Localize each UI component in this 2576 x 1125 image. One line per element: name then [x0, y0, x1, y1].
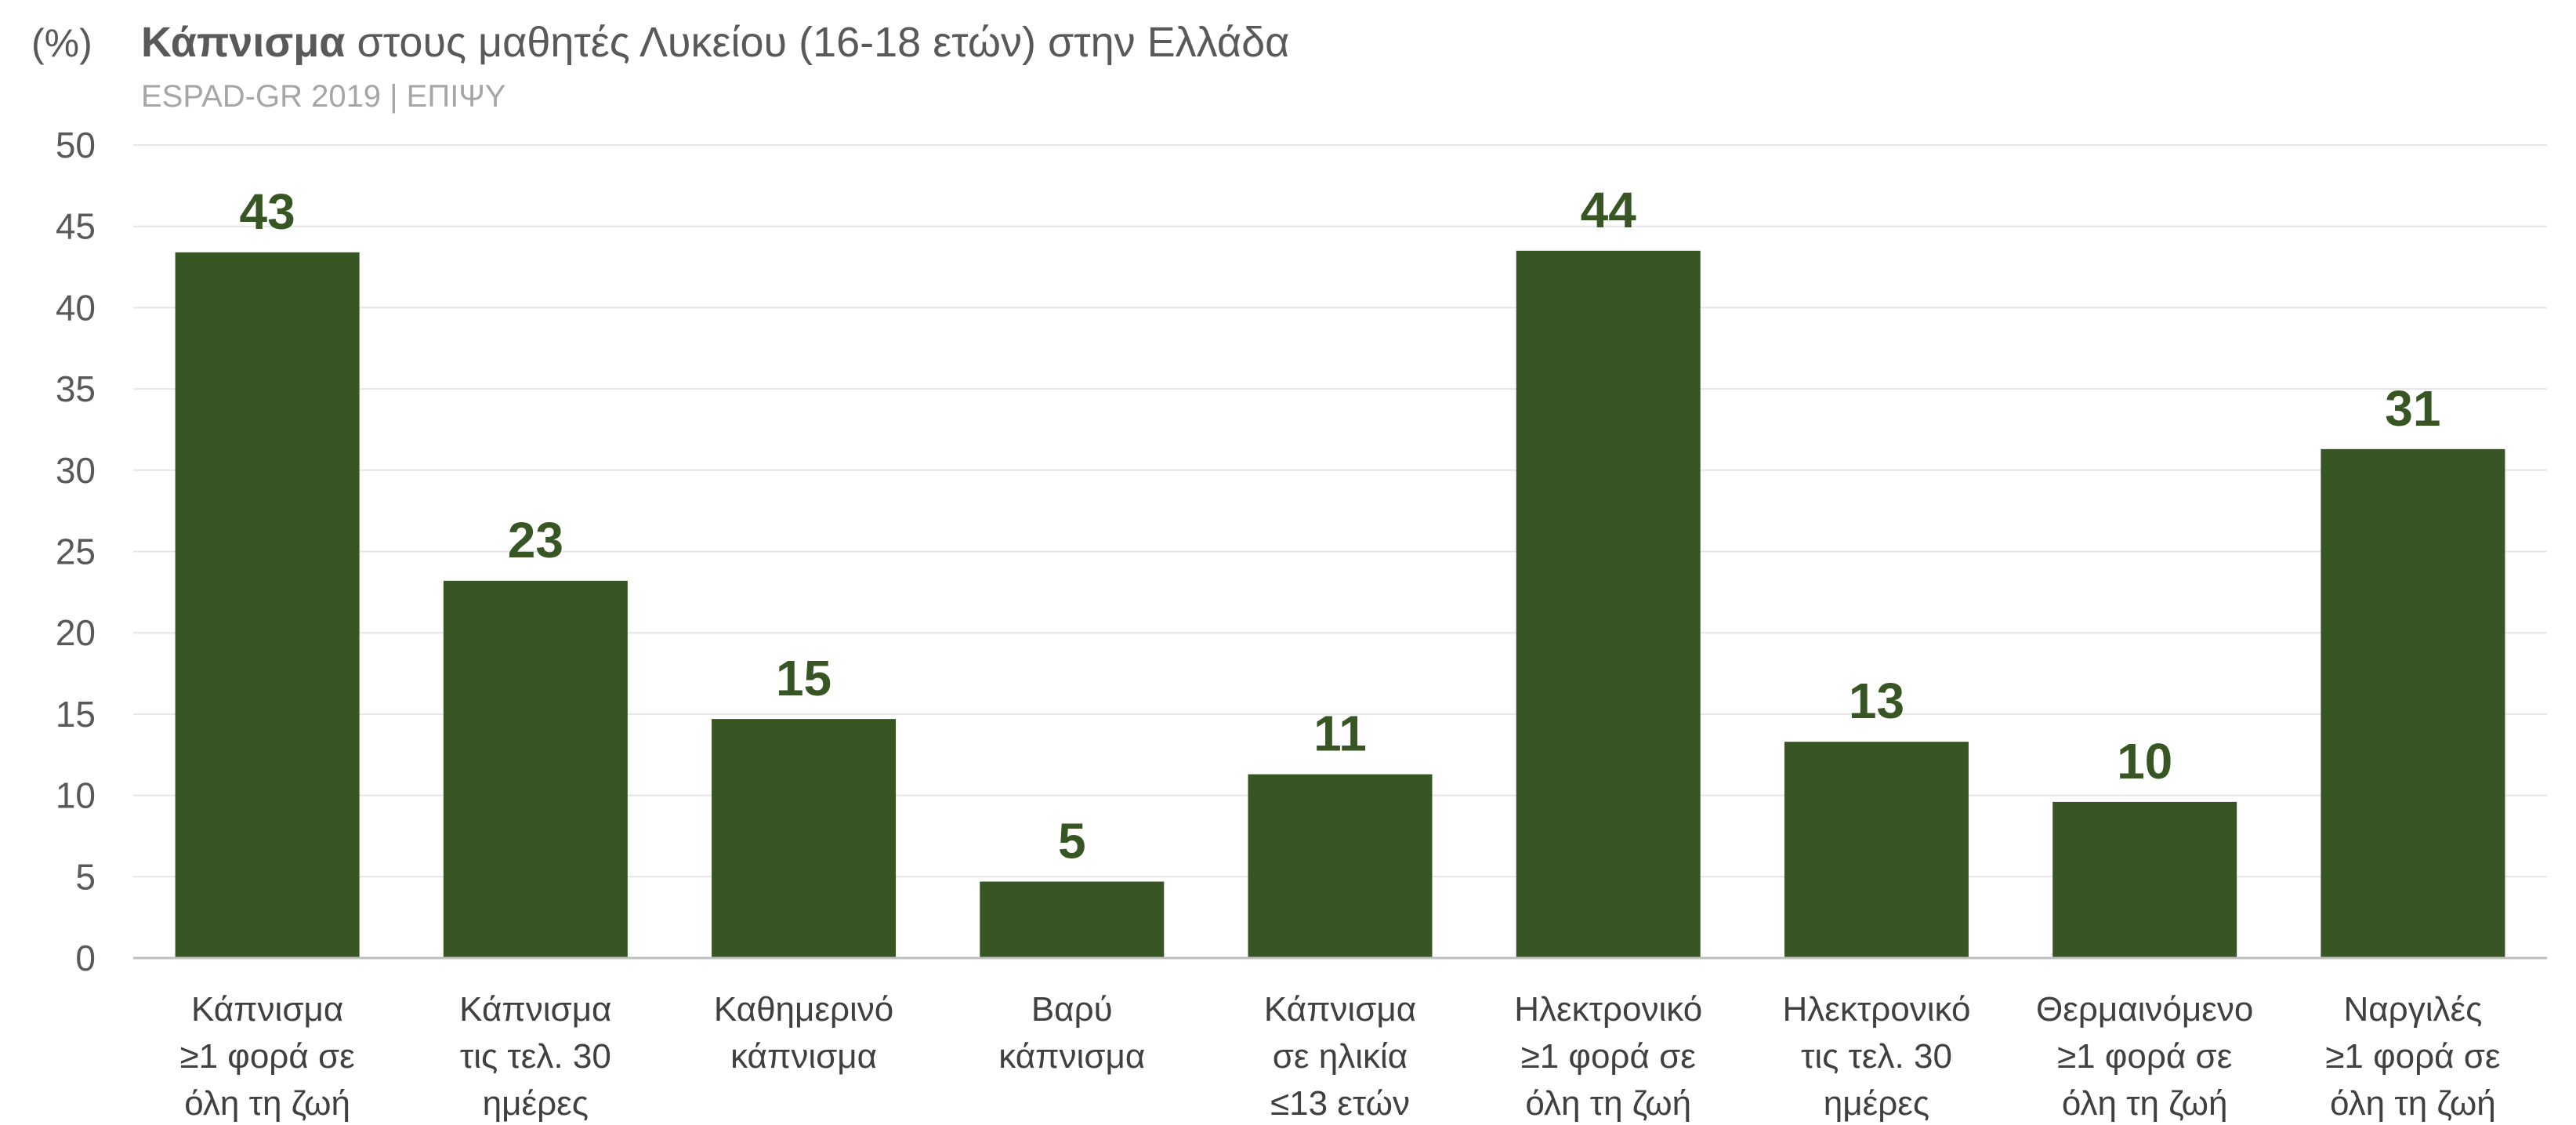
- bar-value-label: 10: [2117, 733, 2172, 789]
- y-tick-label: 50: [56, 125, 96, 165]
- bar: [1248, 774, 1433, 958]
- category-label: Θερμαινόμενο ≥1 φορά σε όλη τη ζωή: [2036, 990, 2253, 1123]
- category-label-line: τις τελ. 30: [460, 1037, 611, 1076]
- category-label-line: ημέρες: [483, 1084, 589, 1123]
- y-axis-ticks: 0 5 10 15 20 25 30 35 40 45 50: [56, 125, 96, 978]
- bar-value-label: 13: [1849, 673, 1904, 729]
- category-label-line: ≥1 φορά σε: [2057, 1037, 2232, 1076]
- bar: [2321, 448, 2505, 958]
- bar-value-label: 44: [1581, 182, 1637, 238]
- data-labels: 43 23 15 5 11 44 13 10 31: [240, 182, 2441, 869]
- y-tick-label: 10: [56, 775, 96, 816]
- y-tick-label: 35: [56, 368, 96, 409]
- y-tick-label: 20: [56, 612, 96, 653]
- category-label: Κάπνισμα τις τελ. 30 ημέρες: [459, 990, 611, 1123]
- category-label-line: σε ηλικία: [1273, 1037, 1408, 1076]
- chart-subtitle: ESPAD-GR 2019 | ΕΠΙΨΥ: [141, 79, 505, 114]
- bar-value-label: 43: [240, 183, 295, 240]
- category-label-line: τις τελ. 30: [1801, 1037, 1952, 1076]
- bar-value-label: 15: [776, 650, 831, 706]
- category-label-line: όλη τη ζωή: [2330, 1084, 2496, 1123]
- category-label-line: Κάπνισμα: [459, 990, 611, 1029]
- bar: [175, 252, 360, 958]
- bar: [1516, 250, 1701, 958]
- category-label-line: ≥1 φορά σε: [1521, 1037, 1696, 1076]
- bar: [443, 580, 628, 958]
- bar-value-label: 11: [1313, 706, 1367, 762]
- y-tick-label: 45: [56, 206, 96, 247]
- y-tick-label: 5: [75, 856, 96, 897]
- category-label-line: όλη τη ζωή: [2062, 1084, 2228, 1123]
- bar: [1784, 742, 1969, 958]
- bar-value-label: 23: [508, 512, 563, 568]
- x-axis-categories: Κάπνισμα ≥1 φορά σε όλη τη ζωή Κάπνισμα τις …: [179, 990, 2500, 1123]
- category-label: Κάπνισμα σε ηλικία ≤13 ετών: [1264, 990, 1416, 1123]
- y-tick-label: 0: [75, 938, 96, 978]
- category-label-line: Κάπνισμα: [1264, 990, 1416, 1029]
- category-label-line: όλη τη ζωή: [184, 1084, 350, 1123]
- y-tick-label: 40: [56, 287, 96, 328]
- bar: [980, 881, 1165, 958]
- unit-label: (%): [31, 21, 92, 65]
- chart-title-bold: Κάπνισμα: [141, 19, 346, 66]
- category-label: Ηλεκτρονικό τις τελ. 30 ημέρες: [1782, 990, 1970, 1123]
- category-label: Ηλεκτρονικό ≥1 φορά σε όλη τη ζωή: [1514, 990, 1702, 1123]
- y-tick-label: 15: [56, 694, 96, 735]
- category-label-line: ημέρες: [1824, 1084, 1929, 1123]
- y-tick-label: 25: [56, 532, 96, 572]
- category-label: Βαρύ κάπνισμα: [998, 990, 1145, 1076]
- category-label-line: όλη τη ζωή: [1525, 1084, 1691, 1123]
- chart-title: Κάπνισμα στους μαθητές Λυκείου (16-18 ετ…: [141, 19, 1289, 66]
- category-label-line: ≥1 φορά σε: [2325, 1037, 2500, 1076]
- chart-title-rest: στους μαθητές Λυκείου (16-18 ετών) στην …: [346, 19, 1290, 66]
- category-label-line: Κάπνισμα: [191, 990, 343, 1029]
- category-label-line: κάπνισμα: [998, 1037, 1145, 1076]
- category-label-line: Ηλεκτρονικό: [1782, 990, 1970, 1029]
- category-label-line: ≥1 φορά σε: [179, 1037, 354, 1076]
- bar: [712, 719, 897, 958]
- category-label: Κάπνισμα ≥1 φορά σε όλη τη ζωή: [179, 990, 354, 1123]
- category-label: Καθημερινό κάπνισμα: [714, 990, 893, 1076]
- bar-value-label: 5: [1058, 813, 1086, 869]
- category-label-line: ≤13 ετών: [1270, 1084, 1410, 1123]
- category-label-line: Βαρύ: [1031, 990, 1113, 1029]
- category-label-line: Ηλεκτρονικό: [1514, 990, 1702, 1029]
- category-label-line: Καθημερινό: [714, 990, 893, 1029]
- bars: [175, 250, 2505, 958]
- category-label-line: κάπνισμα: [730, 1037, 877, 1076]
- category-label: Ναργιλές ≥1 φορά σε όλη τη ζωή: [2325, 990, 2500, 1123]
- y-tick-label: 30: [56, 450, 96, 491]
- category-label-line: Θερμαινόμενο: [2036, 990, 2253, 1029]
- bar-value-label: 31: [2385, 380, 2440, 437]
- category-label-line: Ναργιλές: [2343, 990, 2482, 1029]
- bar: [2052, 801, 2237, 958]
